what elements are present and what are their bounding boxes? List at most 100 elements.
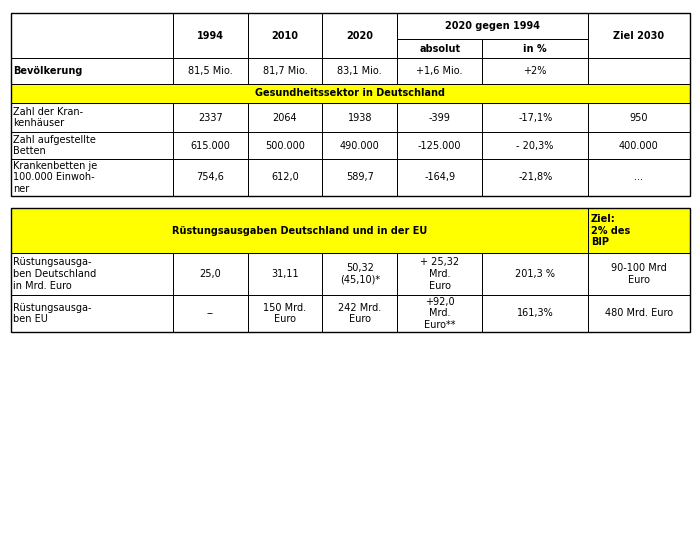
Bar — [173, 159, 248, 196]
Bar — [482, 58, 588, 84]
Bar — [10, 58, 173, 84]
Bar — [10, 253, 173, 295]
Text: Rüstungsausga-
ben Deutschland
in Mrd. Euro: Rüstungsausga- ben Deutschland in Mrd. E… — [13, 257, 97, 290]
Text: 2020 gegen 1994: 2020 gegen 1994 — [445, 21, 540, 31]
Bar — [397, 159, 482, 196]
Text: Zahl der Kran-
kenhäuser: Zahl der Kran- kenhäuser — [13, 107, 83, 128]
Text: +2%: +2% — [524, 66, 547, 76]
Text: 2020: 2020 — [346, 31, 373, 41]
Text: 490.000: 490.000 — [340, 141, 379, 150]
Bar — [323, 103, 397, 132]
Bar — [10, 84, 690, 103]
Bar — [323, 13, 397, 58]
Text: 612,0: 612,0 — [271, 173, 299, 182]
Bar — [248, 132, 323, 159]
Text: 950: 950 — [629, 112, 648, 123]
Bar — [482, 39, 588, 58]
Bar — [248, 159, 323, 196]
Bar — [248, 58, 323, 84]
Bar — [10, 208, 690, 332]
Text: 589,7: 589,7 — [346, 173, 374, 182]
Text: --: -- — [206, 309, 214, 318]
Bar — [173, 132, 248, 159]
Text: 150 Mrd.
Euro: 150 Mrd. Euro — [263, 303, 307, 324]
Bar — [397, 103, 482, 132]
Text: 754,6: 754,6 — [197, 173, 224, 182]
Bar — [482, 159, 588, 196]
Bar — [173, 103, 248, 132]
Text: 500.000: 500.000 — [265, 141, 305, 150]
Text: 81,5 Mio.: 81,5 Mio. — [188, 66, 232, 76]
Bar — [248, 103, 323, 132]
Text: 90-100 Mrd
Euro: 90-100 Mrd Euro — [611, 263, 666, 285]
Text: Zahl aufgestellte
Betten: Zahl aufgestellte Betten — [13, 135, 96, 156]
Text: 31,11: 31,11 — [271, 269, 299, 279]
Bar — [248, 295, 323, 332]
Text: 25,0: 25,0 — [199, 269, 221, 279]
Text: Rüstungsausgaben Deutschland und in der EU: Rüstungsausgaben Deutschland und in der … — [172, 225, 427, 236]
Bar — [588, 103, 690, 132]
Text: 2337: 2337 — [198, 112, 223, 123]
Bar — [248, 13, 323, 58]
Text: -164,9: -164,9 — [424, 173, 455, 182]
Bar — [10, 208, 588, 253]
Bar — [482, 132, 588, 159]
Bar — [588, 295, 690, 332]
Bar — [397, 132, 482, 159]
Text: in %: in % — [524, 44, 547, 53]
Bar — [323, 58, 397, 84]
Bar — [397, 58, 482, 84]
Bar — [588, 13, 690, 58]
Bar — [173, 253, 248, 295]
Text: +92,0
Mrd.
Euro**: +92,0 Mrd. Euro** — [424, 297, 456, 330]
Text: Ziel:
2% des
BIP: Ziel: 2% des BIP — [591, 214, 630, 247]
Bar — [482, 103, 588, 132]
Bar — [323, 159, 397, 196]
Text: ...: ... — [634, 173, 643, 182]
Text: Ziel 2030: Ziel 2030 — [613, 31, 664, 41]
Text: - 20,3%: - 20,3% — [517, 141, 554, 150]
Text: 480 Mrd. Euro: 480 Mrd. Euro — [605, 309, 673, 318]
Bar — [10, 132, 173, 159]
Text: 81,7 Mio.: 81,7 Mio. — [262, 66, 307, 76]
Text: 201,3 %: 201,3 % — [515, 269, 555, 279]
Bar — [323, 295, 397, 332]
Text: Bevölkerung: Bevölkerung — [13, 66, 83, 76]
Bar — [397, 295, 482, 332]
Bar — [482, 295, 588, 332]
Bar — [588, 132, 690, 159]
Text: + 25,32
Mrd.
Euro: + 25,32 Mrd. Euro — [420, 257, 459, 290]
Bar — [588, 58, 690, 84]
Bar — [588, 208, 690, 253]
Text: 2064: 2064 — [273, 112, 298, 123]
Bar — [10, 159, 173, 196]
Bar — [173, 13, 248, 58]
Text: 50,32
(45,10)*: 50,32 (45,10)* — [340, 263, 380, 285]
Bar — [173, 58, 248, 84]
Text: 161,3%: 161,3% — [517, 309, 554, 318]
Bar — [397, 13, 588, 39]
Text: -21,8%: -21,8% — [518, 173, 552, 182]
Bar — [10, 13, 173, 58]
Text: 1994: 1994 — [197, 31, 224, 41]
Bar — [248, 253, 323, 295]
Bar — [173, 295, 248, 332]
Bar — [397, 253, 482, 295]
Text: 2010: 2010 — [272, 31, 298, 41]
Text: 242 Mrd.
Euro: 242 Mrd. Euro — [338, 303, 382, 324]
Bar — [482, 253, 588, 295]
Text: -125.000: -125.000 — [418, 141, 461, 150]
Bar — [588, 159, 690, 196]
Text: 1938: 1938 — [347, 112, 372, 123]
Bar — [397, 39, 482, 58]
Bar — [588, 253, 690, 295]
Bar — [10, 13, 690, 196]
Text: Gesundheitssektor in Deutschland: Gesundheitssektor in Deutschland — [255, 88, 445, 98]
Text: -399: -399 — [429, 112, 451, 123]
Bar — [10, 295, 173, 332]
Text: 400.000: 400.000 — [619, 141, 659, 150]
Text: Rüstungsausga-
ben EU: Rüstungsausga- ben EU — [13, 303, 92, 324]
Text: -17,1%: -17,1% — [518, 112, 552, 123]
Text: Krankenbetten je
100.000 Einwoh-
ner: Krankenbetten je 100.000 Einwoh- ner — [13, 161, 97, 194]
Text: 83,1 Mio.: 83,1 Mio. — [337, 66, 382, 76]
